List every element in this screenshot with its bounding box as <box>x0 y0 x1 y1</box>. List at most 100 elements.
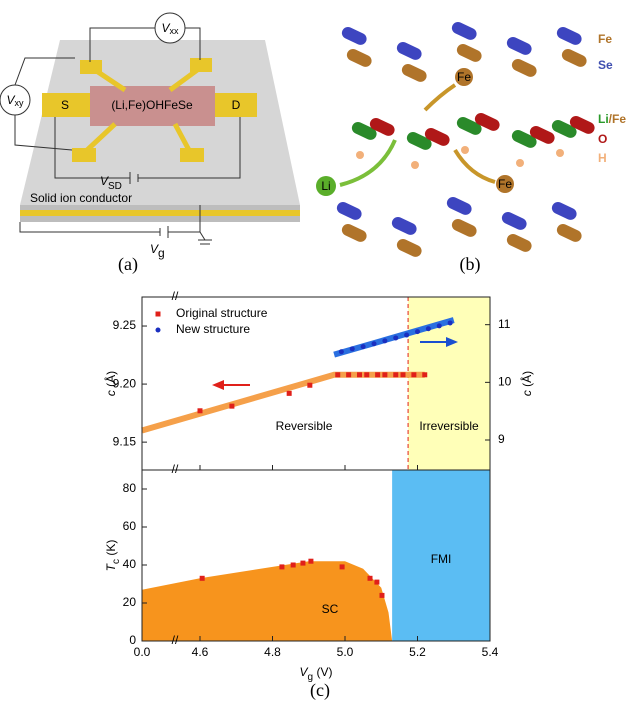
arrow-head <box>446 337 458 347</box>
legend-se: Se <box>598 58 613 72</box>
point <box>307 382 313 388</box>
atom-rod <box>424 127 450 146</box>
point <box>308 558 314 564</box>
point <box>422 372 428 378</box>
wire <box>185 27 201 60</box>
atom-rod <box>396 41 422 60</box>
wire <box>138 117 241 179</box>
atom-rod <box>401 63 427 82</box>
y2-tick-label: 10 <box>498 375 512 389</box>
atom-rod <box>336 201 362 220</box>
legs <box>83 65 202 154</box>
wire <box>54 117 130 179</box>
pad <box>72 148 96 162</box>
source-pad <box>42 93 90 117</box>
sub: xy <box>15 98 25 108</box>
li: Li <box>598 112 609 126</box>
region <box>142 561 393 641</box>
region-label: SC <box>322 602 339 616</box>
arrow-head <box>212 380 224 390</box>
label-main: c <box>520 390 534 396</box>
panel-a: Vxx Vxy S D (Li,Fe)OHFeSe VSD Solid ion … <box>0 12 300 275</box>
atom-rod <box>501 211 527 230</box>
point <box>364 372 370 378</box>
drain-label: D <box>232 98 241 112</box>
v: V <box>150 242 159 256</box>
sub: xx <box>170 26 180 36</box>
fe-ball-label: Fe <box>457 70 471 84</box>
wire <box>14 57 75 86</box>
point <box>382 372 388 378</box>
label-sub: g <box>308 672 314 683</box>
atom-rod <box>396 238 422 257</box>
panel-label: (c) <box>310 680 330 701</box>
y-tick-label: 9.15 <box>113 434 137 448</box>
legend-h: H <box>598 151 607 165</box>
h-atom <box>356 151 364 159</box>
x-tick-label: 4.6 <box>192 645 209 659</box>
axis-label: Tc (K) <box>104 540 121 572</box>
axis-label: c (Å) <box>519 371 534 396</box>
source-label: S <box>61 98 69 112</box>
point <box>339 564 345 570</box>
legend-marker <box>155 327 161 333</box>
point <box>279 564 285 570</box>
wires <box>0 12 241 245</box>
point <box>393 335 399 341</box>
point <box>199 575 205 581</box>
y-tick-label: 9.25 <box>113 318 137 332</box>
point <box>290 562 296 568</box>
label-unit: (V) <box>313 665 332 679</box>
point <box>415 329 420 335</box>
point <box>375 372 381 378</box>
atom-rod <box>569 115 595 134</box>
drain-pad <box>215 93 257 117</box>
atom-rod <box>346 48 372 67</box>
wire <box>19 222 160 233</box>
point <box>379 592 385 598</box>
v: V <box>100 174 109 188</box>
label-sub: c <box>111 559 122 564</box>
wire <box>14 115 73 151</box>
label-main: c <box>104 390 118 396</box>
fe-ball <box>455 68 473 86</box>
fe-ball <box>496 175 514 193</box>
point <box>338 349 344 355</box>
label-unit: (K) <box>104 540 118 559</box>
sub: g <box>158 246 165 260</box>
legend-fe: Fe <box>598 32 612 46</box>
li-ball-label: Li <box>321 179 330 193</box>
fe: /Fe <box>609 112 627 126</box>
y2-tick-label: 9 <box>498 432 505 446</box>
atom-rod <box>456 43 482 62</box>
label-unit: (Å) <box>103 371 118 390</box>
atom-rod <box>341 223 367 242</box>
vxx-label: Vxx <box>161 21 179 36</box>
gate-stripe <box>20 210 300 216</box>
axis-label: c (Å) <box>103 371 118 396</box>
point <box>300 560 306 566</box>
v: V <box>6 93 15 107</box>
x-tick-label: 5.2 <box>409 645 426 659</box>
leg <box>172 122 193 154</box>
axis-break: // <box>172 633 179 647</box>
atom-rod <box>351 121 377 140</box>
region-label: Irreversible <box>419 419 479 433</box>
legend-o: O <box>598 132 607 146</box>
meter <box>0 84 31 116</box>
point <box>357 372 362 378</box>
point <box>382 338 388 344</box>
fe-ball-label: Fe <box>498 177 512 191</box>
region <box>392 470 490 641</box>
atom-rod <box>556 26 582 45</box>
x-tick-label: 5.0 <box>337 645 354 659</box>
arrow <box>423 83 457 112</box>
y-tick-label: 60 <box>123 519 137 533</box>
atom-rod <box>341 26 367 45</box>
meter <box>154 12 186 44</box>
atom-rod <box>506 36 532 55</box>
point <box>367 575 373 581</box>
axis-break: // <box>172 289 179 303</box>
point <box>349 346 355 352</box>
